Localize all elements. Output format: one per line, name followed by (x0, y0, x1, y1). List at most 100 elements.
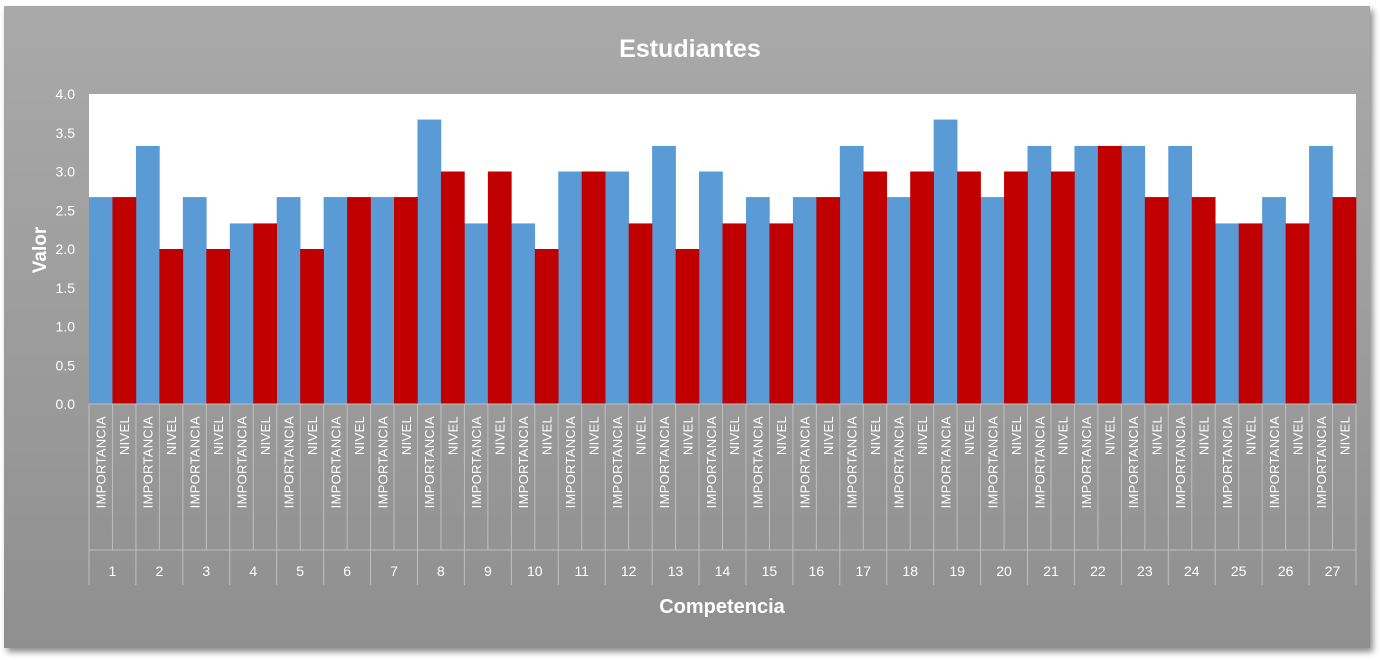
x-group-label: 23 (1137, 563, 1153, 579)
x-sub-label-nivel: NIVEL (1103, 416, 1118, 455)
x-sub-label-nivel: NIVEL (305, 416, 320, 455)
bar-importancia (605, 171, 629, 404)
bar-nivel (816, 197, 841, 404)
x-sub-label-nivel: NIVEL (117, 416, 132, 455)
y-tick-label: 0.0 (56, 396, 76, 412)
x-group-label: 19 (949, 563, 965, 579)
bar-nivel (1144, 197, 1169, 404)
x-group-label: 7 (390, 563, 398, 579)
y-tick-label: 3.0 (56, 164, 76, 180)
plot-area: 0.0 0.5 1.0 1.5 2.0 2.5 3.0 3.5 4.0 IMPORTANCIA NI… (56, 86, 1357, 585)
bar-nivel (1238, 223, 1263, 404)
x-sub-label-importancia: IMPORTANCIA (845, 416, 860, 508)
x-sub-label-importancia: IMPORTANCIA (891, 416, 906, 508)
x-group-label: 17 (855, 563, 871, 579)
bar-importancia (933, 119, 958, 404)
bar-nivel (1097, 145, 1122, 404)
bar-importancia (1121, 145, 1146, 404)
bar-nivel (112, 197, 137, 404)
bar-nivel (206, 249, 231, 404)
bar-importancia (792, 197, 817, 404)
x-sub-label-importancia: IMPORTANCIA (94, 416, 109, 508)
x-group-label: 18 (902, 563, 918, 579)
bar-importancia (276, 197, 301, 404)
bar-importancia (652, 145, 676, 404)
bar-nivel (628, 223, 653, 404)
x-sub-label-nivel: NIVEL (868, 416, 883, 455)
bar-nivel (1050, 171, 1075, 404)
x-sub-label-nivel: NIVEL (1150, 416, 1165, 455)
x-sub-label-nivel: NIVEL (164, 416, 179, 455)
bar-nivel (675, 249, 700, 404)
bar-importancia (980, 197, 1005, 404)
y-tick-label: 0.5 (56, 357, 76, 373)
x-sub-label-importancia: IMPORTANCIA (1126, 416, 1141, 508)
x-sub-label-importancia: IMPORTANCIA (235, 416, 250, 508)
x-sub-label-nivel: NIVEL (1290, 416, 1305, 455)
bar-importancia (699, 171, 723, 404)
bar-importancia (1027, 145, 1052, 404)
bar-importancia (370, 197, 395, 404)
bar-importancia (323, 197, 348, 404)
bar-nivel (440, 171, 465, 404)
x-group-label: 15 (762, 563, 778, 579)
x-sub-label-importancia: IMPORTANCIA (188, 416, 203, 508)
bar-nivel (300, 249, 324, 404)
bar-importancia (89, 197, 113, 404)
x-group-label: 26 (1278, 563, 1294, 579)
x-group-label: 2 (155, 563, 163, 579)
x-sub-label-nivel: NIVEL (1196, 416, 1211, 455)
y-axis-title: Valor (30, 226, 51, 273)
bar-nivel (394, 197, 418, 404)
x-group-label: 11 (574, 563, 589, 579)
x-sub-label-importancia: IMPORTANCIA (938, 416, 953, 508)
x-sub-label-nivel: NIVEL (399, 416, 414, 455)
x-sub-label-nivel: NIVEL (1009, 416, 1024, 455)
bar-importancia (839, 145, 864, 404)
bar-nivel (581, 171, 606, 404)
x-group-label: 6 (343, 563, 351, 579)
x-group-label: 14 (715, 563, 731, 579)
y-tick-label: 1.0 (56, 319, 76, 335)
x-group-label: 22 (1090, 563, 1106, 579)
bar-nivel (910, 171, 934, 404)
y-tick-label: 2.0 (56, 241, 76, 257)
x-sub-label-nivel: NIVEL (493, 416, 508, 455)
bar-nivel (253, 223, 277, 404)
bar-importancia (182, 197, 207, 404)
x-group-label: 8 (437, 563, 445, 579)
x-sub-label-nivel: NIVEL (680, 416, 695, 455)
x-sub-label-importancia: IMPORTANCIA (985, 416, 1000, 508)
y-tick-label: 1.5 (56, 280, 76, 296)
x-sub-label-nivel: NIVEL (258, 416, 273, 455)
x-sub-label-importancia: IMPORTANCIA (1032, 416, 1047, 508)
bar-importancia (1168, 145, 1193, 404)
x-sub-label-importancia: IMPORTANCIA (563, 416, 578, 508)
x-sub-label-nivel: NIVEL (586, 416, 601, 455)
x-sub-label-importancia: IMPORTANCIA (375, 416, 390, 508)
x-group-label: 13 (668, 563, 684, 579)
bar-importancia (886, 197, 911, 404)
x-sub-label-nivel: NIVEL (962, 416, 977, 455)
x-sub-label-nivel: NIVEL (1056, 416, 1071, 455)
x-group-label: 20 (996, 563, 1012, 579)
x-group-label: 27 (1325, 563, 1341, 579)
x-sub-label-nivel: NIVEL (774, 416, 789, 455)
chart-title: Estudiantes (619, 35, 761, 63)
x-group-label: 10 (527, 563, 543, 579)
x-sub-label-importancia: IMPORTANCIA (328, 416, 343, 508)
bar-importancia (1215, 223, 1239, 404)
bar-nivel (1332, 197, 1357, 404)
x-sub-label-importancia: IMPORTANCIA (516, 416, 531, 508)
y-tick-label: 2.5 (56, 202, 76, 218)
bar-importancia (464, 223, 489, 404)
bar-nivel (159, 249, 184, 404)
bar-importancia (1309, 145, 1333, 404)
x-group-label: 9 (484, 563, 492, 579)
x-sub-label-importancia: IMPORTANCIA (141, 416, 156, 508)
x-sub-label-nivel: NIVEL (727, 416, 742, 455)
bar-nivel (769, 223, 794, 404)
bar-nivel (1285, 223, 1310, 404)
bar-importancia (229, 223, 254, 404)
